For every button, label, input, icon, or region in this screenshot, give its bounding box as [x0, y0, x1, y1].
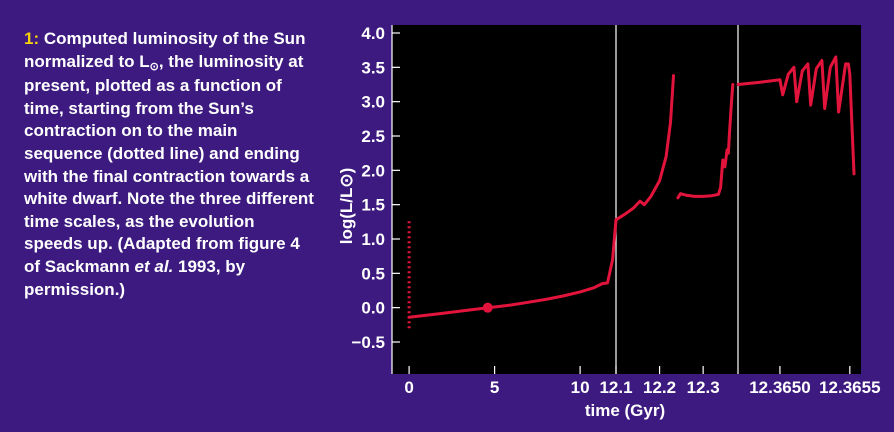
giant-branch-curve-2 [676, 83, 735, 200]
x-tick-label: 12.3650 [749, 378, 810, 397]
x-tick-label: 5 [490, 378, 499, 397]
y-tick-label: 0.5 [361, 264, 385, 283]
y-tick-label: 3.0 [361, 93, 385, 112]
y-tick-label: 4.0 [361, 24, 385, 43]
y-tick-label: 3.5 [361, 58, 385, 77]
caption-et-al: et al. [134, 256, 174, 276]
caption-figure-number: 1: [24, 29, 40, 48]
x-tick-label: 10 [571, 378, 590, 397]
y-tick-label: −0.5 [351, 333, 385, 352]
y-tick-label: 1.5 [361, 196, 385, 215]
caption-text-part-2: , the luminosity at present, plotted as … [24, 51, 314, 276]
giant-branch-curve-1 [614, 74, 675, 222]
main-sequence-curve [407, 218, 618, 319]
x-tick-label: 0 [404, 378, 413, 397]
y-tick-label: 0.0 [361, 299, 385, 318]
x-axis-ticks: 0 5 10 12.1 12.2 12.3 12.3650 12.3655 [404, 366, 881, 397]
y-tick-label: 2.0 [361, 161, 385, 180]
present-sun-marker [482, 302, 493, 313]
y-axis-ticks: 4.0 3.5 3.0 2.5 2.0 1.5 1.0 0.5 0.0 −0.5 [351, 24, 400, 352]
x-tick-label: 12.2 [643, 378, 676, 397]
x-tick-label: 12.1 [599, 378, 632, 397]
caption-sun-subscript: ⊙ [149, 60, 159, 73]
y-axis-label: log(L/L⊙) [337, 168, 356, 245]
x-tick-label: 12.3655 [819, 378, 880, 397]
y-tick-label: 1.0 [361, 230, 385, 249]
plot-area [392, 25, 861, 374]
x-axis-label: time (Gyr) [585, 401, 665, 420]
luminosity-curves [407, 55, 856, 329]
y-tick-label: 2.5 [361, 127, 385, 146]
caption-text-part-3: 1993, by permission.) [24, 256, 246, 299]
caption-text-part-1: Computed luminosity of the Sun normalize… [24, 29, 306, 71]
figure-caption: 1: Computed luminosity of the Sun normal… [24, 28, 314, 301]
x-tick-label: 12.3 [687, 378, 720, 397]
thermal-pulse-curve [736, 55, 856, 176]
